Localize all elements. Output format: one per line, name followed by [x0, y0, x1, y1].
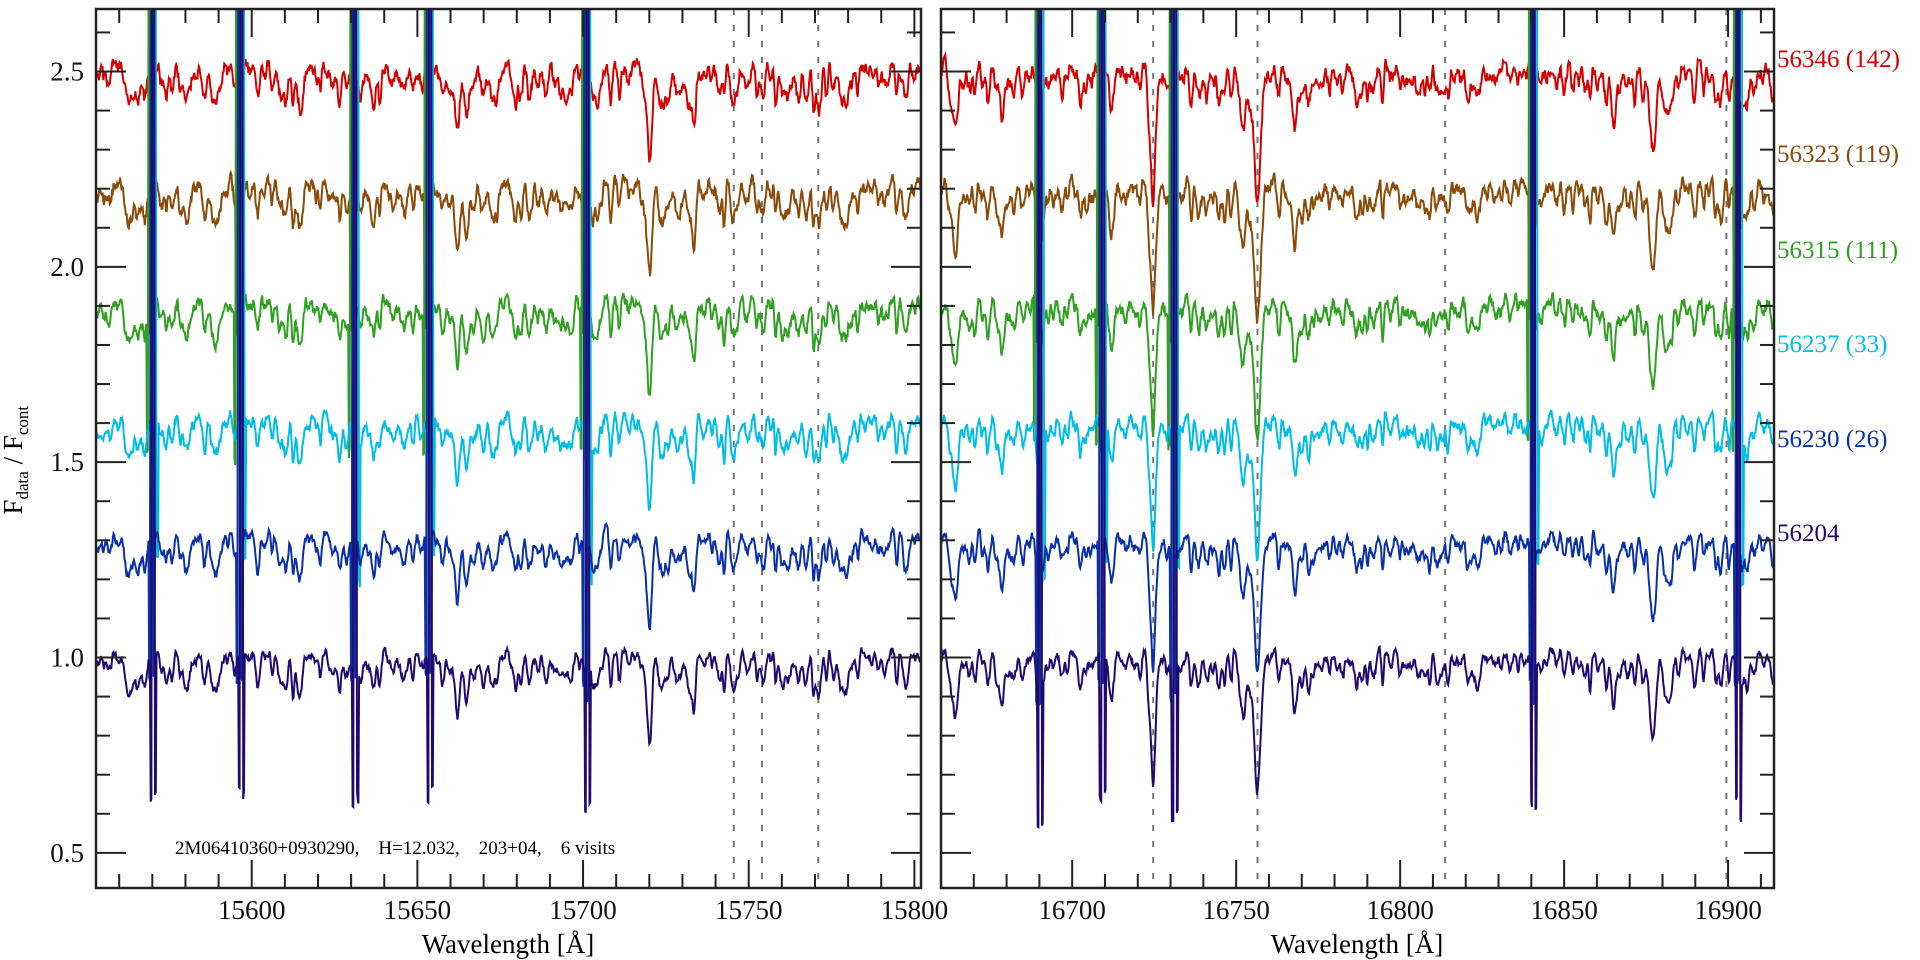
x-axis-label-right: Wavelength [Å]: [1270, 929, 1444, 959]
spectrum-56230-panel-1: [96, 9, 921, 703]
x-tick-label-15650: 15650: [384, 895, 452, 925]
y-tick-label-2.0: 2.0: [50, 252, 84, 282]
panel-frame-1: [94, 7, 923, 890]
legend-label-56323: 56323 (119): [1777, 141, 1899, 168]
legend-label-56204: 56204: [1777, 520, 1840, 547]
spectrum-56315-panel-1: [96, 9, 921, 466]
y-tick-label-2.5: 2.5: [50, 57, 84, 87]
y-tick-label-1.0: 1.0: [50, 643, 84, 673]
x-tick-label-15800: 15800: [881, 895, 949, 925]
spectrum-56323-panel-1: [96, 9, 921, 357]
spectrum-56346-panel-1: [96, 9, 921, 217]
spectrum-56237-panel-1: [96, 9, 921, 588]
x-axis-label-left: Wavelength [Å]: [421, 929, 595, 959]
panel-frame-2: [939, 7, 1776, 890]
x-tick-label-16800: 16800: [1366, 895, 1434, 925]
legend-label-56346: 56346 (142): [1777, 46, 1900, 73]
y-tick-label-1.5: 1.5: [50, 447, 84, 477]
x-tick-label-16700: 16700: [1038, 895, 1106, 925]
legend-label-56315: 56315 (111): [1777, 237, 1899, 264]
spectrum-56230-panel-2: [941, 9, 1774, 707]
spectrum-56315-panel-2: [941, 9, 1774, 481]
spectrum-56204-panel-1: [96, 9, 921, 814]
spectrum-56237-panel-2: [941, 9, 1774, 596]
x-tick-label-15600: 15600: [218, 895, 286, 925]
y-axis-label: Fdata / Fcont: [0, 405, 33, 515]
legend-label-56230: 56230 (26): [1777, 426, 1888, 453]
x-tick-label-16850: 16850: [1530, 895, 1598, 925]
x-tick-label-15750: 15750: [715, 895, 783, 925]
spectrum-56323-panel-2: [941, 9, 1774, 357]
spectrum-56204-panel-2: [941, 9, 1774, 829]
spectrum-56346-panel-2: [941, 9, 1774, 250]
star-annotation: 2M06410360+0930290, H=12.032, 203+04, 6 …: [175, 838, 616, 859]
legend-label-56237: 56237 (33): [1777, 331, 1888, 358]
x-tick-label-16750: 16750: [1202, 895, 1270, 925]
x-tick-label-15700: 15700: [549, 895, 617, 925]
x-tick-label-16900: 16900: [1694, 895, 1762, 925]
y-tick-label-0.5: 0.5: [50, 838, 84, 868]
